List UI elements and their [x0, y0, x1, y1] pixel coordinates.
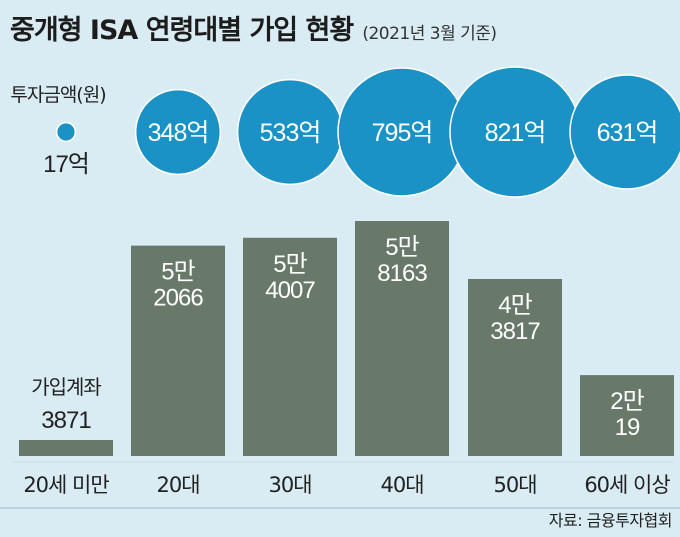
bubble-series-label: 투자금액(원): [10, 84, 105, 106]
bubble-5: [569, 74, 680, 190]
bar-label-5-1: 19: [615, 414, 640, 441]
category-label-3: 40대: [380, 473, 423, 497]
bubble-label-4: 821억: [485, 119, 546, 147]
bubble-label-2: 533억: [260, 119, 321, 147]
source-note: 자료: 금융투자협회: [548, 511, 673, 530]
bubble-0: [55, 121, 77, 143]
bar-label-4-0: 4만: [498, 292, 532, 319]
bar-label-3-1: 8163: [377, 260, 427, 287]
category-label-4: 50대: [493, 473, 536, 497]
bar-4: [468, 278, 562, 456]
bar-5: [580, 375, 674, 456]
bubble-label-0: 17억: [43, 151, 89, 178]
bar-label-0-0: 3871: [41, 407, 91, 434]
bar-2: [243, 237, 337, 456]
bubble-label-5: 631억: [597, 119, 658, 147]
bar-label-2-1: 4007: [265, 277, 315, 304]
category-label-5: 60세 이상: [584, 473, 670, 497]
category-label-1: 20대: [156, 473, 199, 497]
category-label-2: 30대: [268, 473, 311, 497]
bar-label-1-1: 2066: [153, 285, 203, 312]
bar-label-3-0: 5만: [385, 234, 419, 261]
title-block: 중개형 ISA 연령대별 가입 현황 (2021년 3월 기준): [10, 8, 497, 47]
bar-3: [355, 221, 449, 456]
bar-label-5-0: 2만: [610, 388, 644, 415]
bar-label-4-1: 3817: [490, 318, 540, 345]
bubble-1: [134, 88, 222, 176]
bar-series-label: 가입계좌: [31, 375, 101, 399]
bar-label-1-0: 5만: [161, 259, 195, 286]
category-label-0: 20세 미만: [23, 473, 109, 497]
bar-0: [19, 440, 113, 456]
bar-1: [131, 245, 225, 456]
bubble-label-1: 348억: [148, 119, 209, 147]
bubble-label-3: 795억: [372, 119, 433, 147]
bar-label-2-0: 5만: [273, 251, 307, 278]
chart-subtitle: (2021년 3월 기준): [362, 24, 497, 44]
chart-title: 중개형 ISA 연령대별 가입 현황: [10, 15, 354, 46]
